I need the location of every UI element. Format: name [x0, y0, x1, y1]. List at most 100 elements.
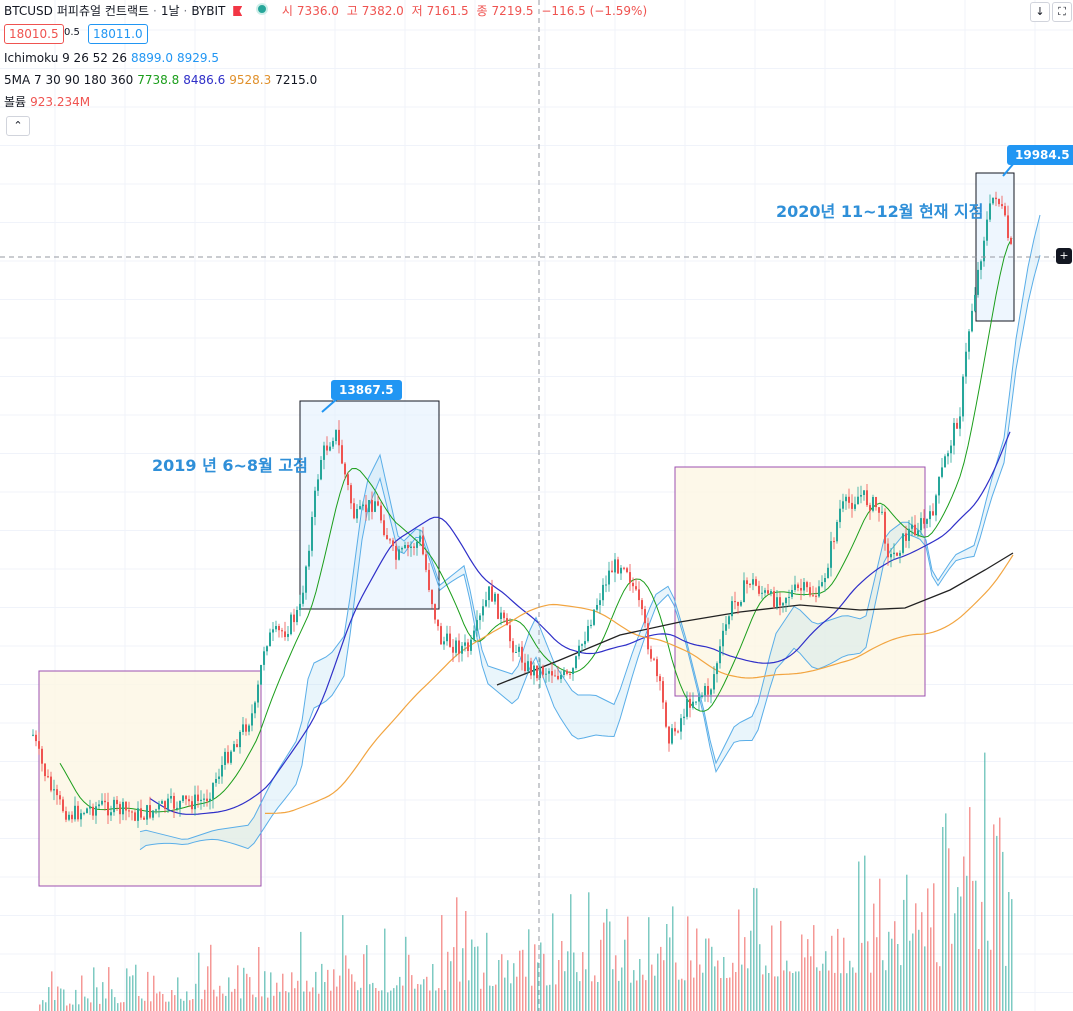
volume-legend[interactable]: 볼륨 923.234M [4, 94, 94, 110]
volume-bar [738, 909, 740, 1011]
low-label: 저 [411, 4, 423, 18]
candle-body [299, 603, 301, 610]
candle-body [1004, 206, 1006, 216]
volume-bar [966, 875, 968, 1011]
candle-body [977, 269, 979, 295]
candle-body [689, 698, 691, 708]
candle-body [986, 219, 988, 241]
candle-body [935, 495, 937, 516]
volume-bar [612, 969, 614, 1011]
volume-bar [63, 989, 65, 1011]
candle-body [812, 595, 814, 597]
candle-body [569, 673, 571, 675]
ichimoku-span-b [139, 255, 1041, 851]
volume-bar [834, 972, 836, 1011]
volume-bar [804, 957, 806, 1011]
candle-body [776, 597, 778, 607]
sell-price-button[interactable]: 18010.5 [4, 24, 64, 44]
ma-legend[interactable]: 5MA 7 30 90 180 360 7738.8 8486.6 9528.3 721… [4, 72, 321, 88]
volume-bar [363, 954, 365, 1011]
fullscreen-button[interactable]: ⛶ [1052, 2, 1072, 22]
volume-bar [96, 987, 98, 1011]
candle-body [899, 552, 901, 556]
volume-bar [285, 991, 287, 1011]
volume-bar [249, 977, 251, 1011]
volume-bar [564, 971, 566, 1011]
volume-bar [996, 835, 998, 1011]
volume-bar [861, 942, 863, 1011]
candle-body [620, 567, 622, 574]
chevron-up-icon: ⌃ [13, 119, 23, 132]
candle-body [368, 500, 370, 513]
annotation-2020-current: 2020년 11~12월 현재 지점 [776, 202, 984, 221]
candle-body [602, 584, 604, 601]
volume-bar [219, 985, 221, 1011]
volume-bar [705, 938, 707, 1011]
volume-bar [216, 996, 218, 1011]
volume-bar [192, 999, 194, 1011]
volume-bar [318, 993, 320, 1011]
candle-body [719, 646, 721, 664]
volume-bar [921, 912, 923, 1011]
candle-body [821, 582, 823, 587]
volume-bar [837, 928, 839, 1011]
flag-icon[interactable] [233, 6, 243, 16]
candle-body [668, 726, 670, 744]
volume-bar [870, 972, 872, 1011]
symbol-name[interactable]: BTCUSD [4, 4, 53, 18]
volume-bar [135, 964, 137, 1011]
volume-bar [210, 944, 212, 1011]
volume-bar [198, 952, 200, 1011]
candle-body [161, 801, 163, 804]
add-alert-button[interactable]: + [1056, 248, 1072, 264]
candle-body [683, 716, 685, 719]
volume-bar [591, 981, 593, 1011]
buy-price-button[interactable]: 18011.0 [88, 24, 148, 44]
volume-bar [948, 848, 950, 1011]
volume-bar [915, 903, 917, 1011]
volume-bar [654, 975, 656, 1011]
volume-bar [594, 975, 596, 1011]
volume-bar [324, 982, 326, 1011]
volume-bar [372, 982, 374, 1011]
candle-body [509, 625, 511, 642]
collapse-legend-button[interactable]: ⌃ [6, 116, 30, 136]
candle-body [617, 559, 619, 574]
candle-body [131, 811, 133, 813]
volume-bar [522, 949, 524, 1011]
candle-body [743, 580, 745, 603]
volume-bar [792, 973, 794, 1011]
volume-bar [684, 980, 686, 1011]
volume-bar [546, 985, 548, 1011]
volume-bar [342, 915, 344, 1011]
volume-bar [519, 950, 521, 1011]
volume-bar [315, 971, 317, 1011]
volume-bar [669, 937, 671, 1011]
candle-body [560, 674, 562, 680]
candle-body [425, 554, 427, 570]
candle-body [458, 640, 460, 654]
candle-body [692, 701, 694, 708]
volume-bar [537, 962, 539, 1011]
candle-body [338, 429, 340, 446]
candle-body [296, 610, 298, 623]
candle-body [665, 702, 667, 727]
ichimoku-legend[interactable]: Ichimoku 9 26 52 26 8899.0 8929.5 [4, 50, 223, 66]
candle-body [635, 586, 637, 590]
candle-body [251, 713, 253, 726]
candle-body [455, 640, 457, 653]
scroll-to-latest-button[interactable]: ↓ [1030, 2, 1050, 22]
candle-body [728, 616, 730, 625]
volume-bar [498, 960, 500, 1011]
volume-bar [984, 752, 986, 1011]
candle-body [797, 584, 799, 588]
candle-body [503, 612, 505, 619]
candle-body [284, 631, 286, 637]
candle-body [50, 776, 52, 791]
volume-bar [447, 951, 449, 1011]
volume-bar [597, 982, 599, 1011]
volume-bar [69, 1003, 71, 1011]
volume-bar [555, 984, 557, 1011]
volume-bar [951, 943, 953, 1011]
